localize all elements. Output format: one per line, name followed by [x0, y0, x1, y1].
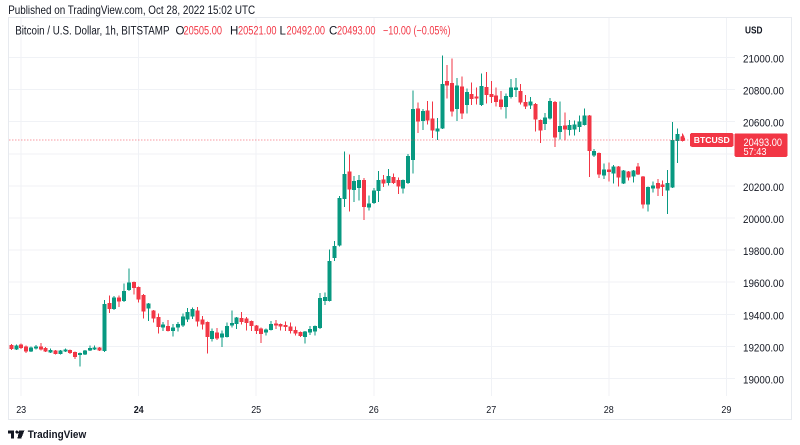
svg-text:L: L	[280, 26, 287, 38]
svg-text:20505.00: 20505.00	[184, 26, 223, 38]
svg-text:H: H	[230, 26, 238, 38]
svg-text:19400.00: 19400.00	[743, 310, 784, 322]
svg-text:20492.00: 20492.00	[287, 26, 326, 38]
svg-text:−10.00 (−0.05%): −10.00 (−0.05%)	[383, 26, 451, 38]
svg-text:O: O	[176, 26, 185, 38]
svg-text:20493.00: 20493.00	[337, 26, 376, 38]
svg-text:19600.00: 19600.00	[743, 278, 784, 290]
svg-text:19800.00: 19800.00	[743, 246, 784, 258]
svg-text:26: 26	[369, 404, 379, 416]
svg-text:20493.00: 20493.00	[744, 137, 783, 149]
svg-text:24: 24	[134, 404, 144, 416]
svg-text:28: 28	[604, 404, 614, 416]
svg-text:21000.00: 21000.00	[743, 53, 784, 65]
svg-text:20000.00: 20000.00	[743, 214, 784, 226]
svg-text:20200.00: 20200.00	[743, 182, 784, 194]
svg-text:TradingView: TradingView	[28, 429, 87, 441]
svg-text:C: C	[329, 26, 337, 38]
svg-text:Published on TradingView.com,: Published on TradingView.com, Oct 28, 20…	[8, 3, 255, 17]
svg-text:25: 25	[251, 404, 261, 416]
svg-text:BTCUSD: BTCUSD	[694, 135, 730, 145]
svg-text:19000.00: 19000.00	[743, 375, 784, 387]
svg-text:USD: USD	[745, 26, 763, 37]
svg-text:29: 29	[721, 404, 731, 416]
svg-text:57:43: 57:43	[744, 147, 767, 158]
svg-text:19200.00: 19200.00	[743, 342, 784, 354]
svg-text:Bitcoin / U.S. Dollar, 1h, BIT: Bitcoin / U.S. Dollar, 1h, BITSTAMP	[15, 26, 170, 38]
svg-text:23: 23	[16, 404, 26, 416]
svg-text:27: 27	[486, 404, 496, 416]
svg-text:20800.00: 20800.00	[743, 85, 784, 97]
svg-text:20600.00: 20600.00	[743, 118, 784, 130]
svg-text:20521.00: 20521.00	[238, 26, 277, 38]
